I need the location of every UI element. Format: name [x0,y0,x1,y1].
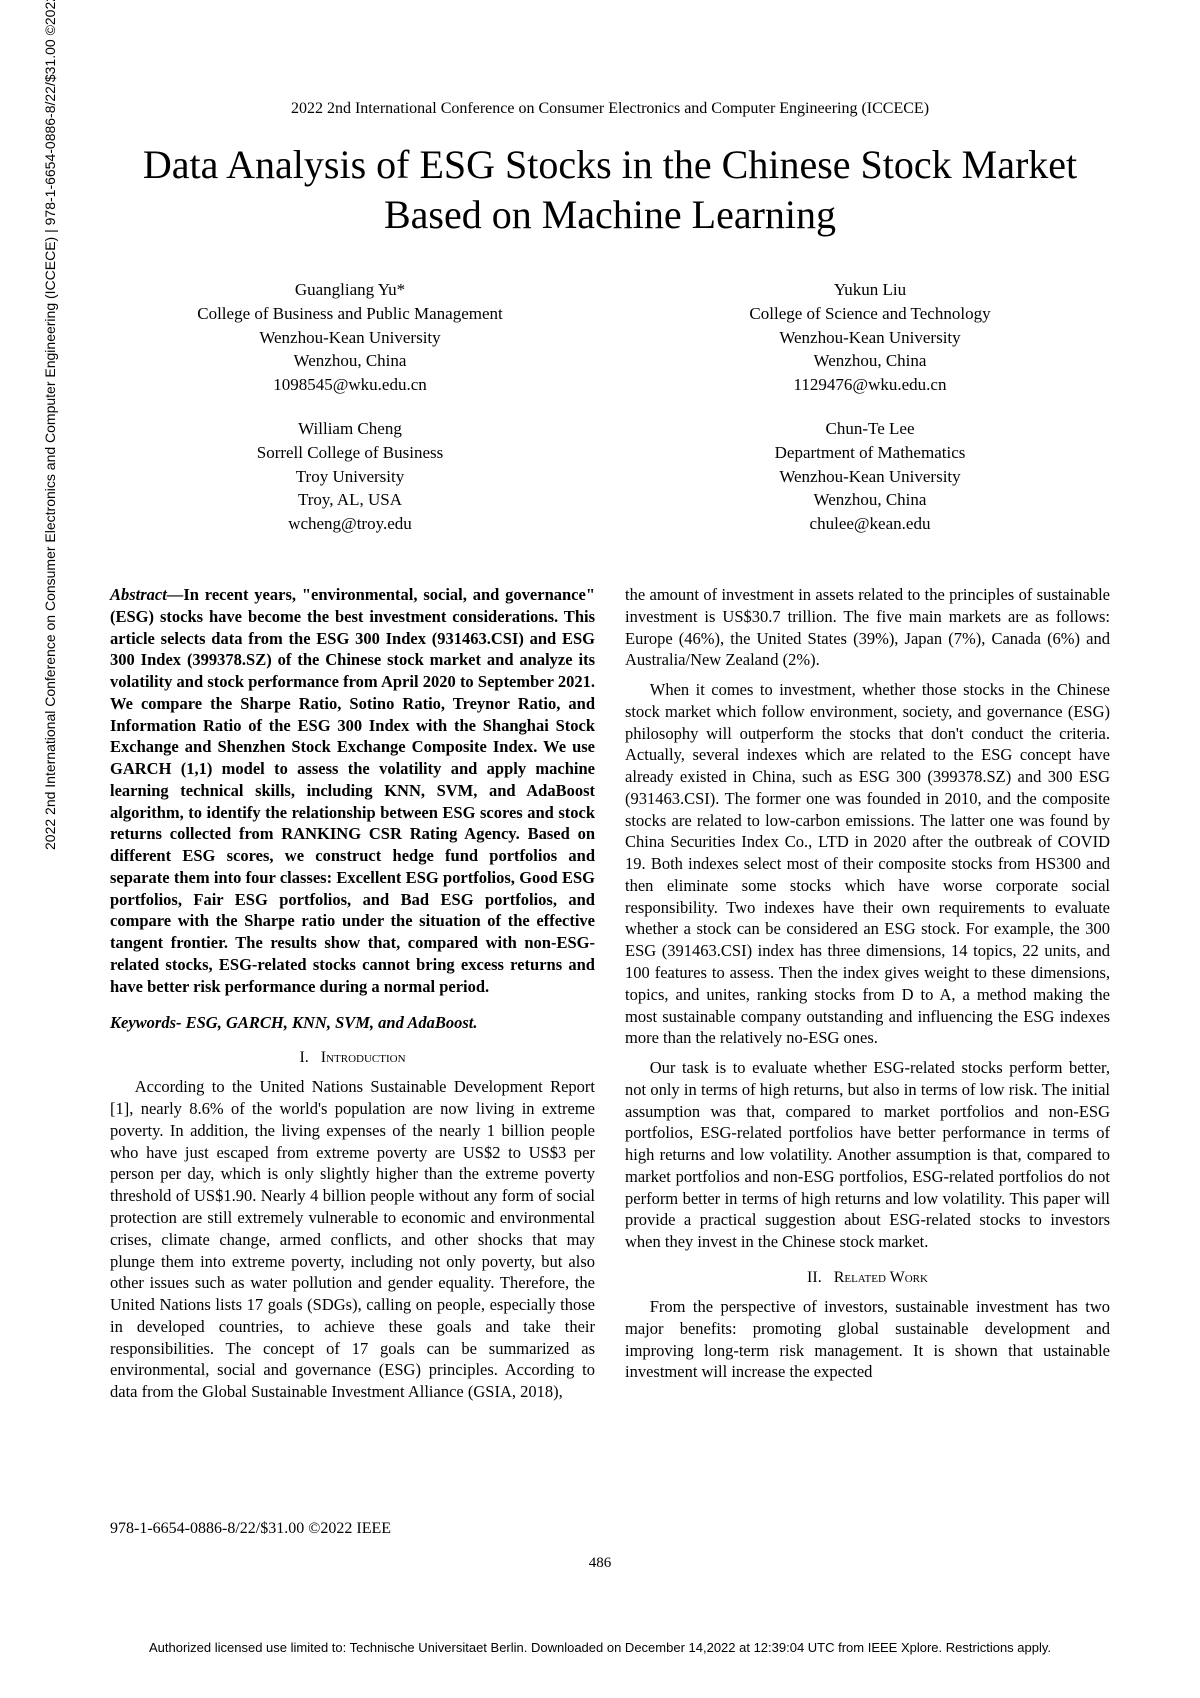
author-email: 1129476@wku.edu.cn [630,373,1110,397]
author-dept: College of Business and Public Managemen… [110,302,590,326]
section-2-heading: II. Related Work [625,1267,1110,1288]
page-number: 486 [0,1555,1200,1572]
section-title: Introduction [321,1049,406,1066]
col2-para-2: When it comes to investment, whether tho… [625,679,1110,1049]
author-uni: Wenzhou-Kean University [110,326,590,350]
body-columns: Abstract—In recent years, "environmental… [110,584,1110,1411]
author-name: William Cheng [110,417,590,441]
license-footer: Authorized licensed use limited to: Tech… [0,1640,1200,1655]
author-4: Chun-Te Lee Department of Mathematics We… [630,417,1110,536]
author-dept: Department of Mathematics [630,441,1110,465]
abstract-text: In recent years, "environmental, social,… [110,585,595,996]
paper-title: Data Analysis of ESG Stocks in the Chine… [110,140,1110,240]
section-roman: II. [807,1269,822,1286]
col2-para-1: the amount of investment in assets relat… [625,584,1110,671]
right-column: the amount of investment in assets relat… [625,584,1110,1411]
conference-header: 2022 2nd International Conference on Con… [110,100,1110,118]
author-name: Yukun Liu [630,278,1110,302]
author-dept: Sorrell College of Business [110,441,590,465]
section-1-heading: I. Introduction [110,1047,595,1068]
footer-isbn: 978-1-6654-0886-8/22/$31.00 ©2022 IEEE [110,1520,391,1538]
section-title: Related Work [834,1269,928,1286]
author-uni: Troy University [110,465,590,489]
section-roman: I. [299,1049,308,1066]
page-content: 2022 2nd International Conference on Con… [110,100,1110,1411]
author-name: Chun-Te Lee [630,417,1110,441]
author-dept: College of Science and Technology [630,302,1110,326]
author-email: chulee@kean.edu [630,512,1110,536]
author-email: 1098545@wku.edu.cn [110,373,590,397]
author-uni: Wenzhou-Kean University [630,465,1110,489]
author-loc: Wenzhou, China [630,488,1110,512]
authors-block: Guangliang Yu* College of Business and P… [110,278,1110,556]
author-2: Yukun Liu College of Science and Technol… [630,278,1110,397]
author-1: Guangliang Yu* College of Business and P… [110,278,590,397]
keywords: Keywords- ESG, GARCH, KNN, SVM, and AdaB… [110,1012,595,1034]
author-loc: Troy, AL, USA [110,488,590,512]
left-column: Abstract—In recent years, "environmental… [110,584,595,1411]
vertical-metadata: 2022 2nd International Conference on Con… [42,0,58,850]
author-3: William Cheng Sorrell College of Busines… [110,417,590,536]
author-uni: Wenzhou-Kean University [630,326,1110,350]
author-name: Guangliang Yu* [110,278,590,302]
author-email: wcheng@troy.edu [110,512,590,536]
author-loc: Wenzhou, China [630,349,1110,373]
author-loc: Wenzhou, China [110,349,590,373]
abstract-label: Abstract— [110,585,183,604]
intro-para-1: According to the United Nations Sustaina… [110,1076,595,1402]
col2-para-3: Our task is to evaluate whether ESG-rela… [625,1057,1110,1253]
abstract: Abstract—In recent years, "environmental… [110,584,595,998]
related-para-1: From the perspective of investors, susta… [625,1296,1110,1383]
